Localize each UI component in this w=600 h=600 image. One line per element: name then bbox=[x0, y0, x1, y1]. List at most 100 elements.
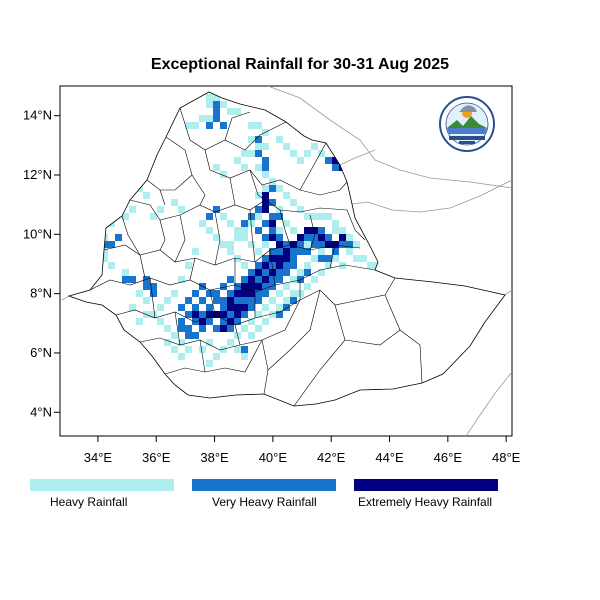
rainfall-cell bbox=[318, 213, 325, 220]
rainfall-cell bbox=[304, 227, 311, 234]
rainfall-cell bbox=[318, 255, 325, 262]
rainfall-cell bbox=[206, 290, 213, 297]
rainfall-cell bbox=[241, 297, 248, 304]
x-tick-label: 42°E bbox=[317, 450, 346, 465]
y-tick-label: 4°N bbox=[30, 404, 52, 419]
x-tick-label: 40°E bbox=[259, 450, 288, 465]
rainfall-cell bbox=[108, 241, 115, 248]
rainfall-cell bbox=[185, 311, 192, 318]
rainfall-cell bbox=[185, 122, 192, 129]
rainfall-cell bbox=[255, 269, 262, 276]
rainfall-cell bbox=[178, 206, 185, 213]
rainfall-cell bbox=[206, 318, 213, 325]
rainfall-cell bbox=[234, 283, 241, 290]
rainfall-cell bbox=[276, 241, 283, 248]
rainfall-cell bbox=[115, 234, 122, 241]
rainfall-cell bbox=[255, 122, 262, 129]
rainfall-cell bbox=[220, 171, 227, 178]
rainfall-cell bbox=[213, 297, 220, 304]
rainfall-cell bbox=[241, 150, 248, 157]
rainfall-cell bbox=[297, 234, 304, 241]
rainfall-cell bbox=[255, 283, 262, 290]
legend-label: Extremely Heavy Rainfall bbox=[358, 495, 492, 509]
rainfall-cell bbox=[318, 241, 325, 248]
rainfall-cell bbox=[311, 143, 318, 150]
rainfall-cell bbox=[255, 311, 262, 318]
rainfall-cell bbox=[325, 234, 332, 241]
rainfall-cell bbox=[101, 248, 108, 255]
rainfall-cell bbox=[262, 220, 269, 227]
rainfall-cell bbox=[269, 248, 276, 255]
x-tick-label: 34°E bbox=[84, 450, 113, 465]
rainfall-cell bbox=[311, 227, 318, 234]
rainfall-cell bbox=[199, 220, 206, 227]
rainfall-cell bbox=[346, 248, 353, 255]
rainfall-cell bbox=[227, 220, 234, 227]
rainfall-cell bbox=[213, 108, 220, 115]
rainfall-cell bbox=[220, 241, 227, 248]
rainfall-cell bbox=[255, 136, 262, 143]
rainfall-cell bbox=[220, 101, 227, 108]
rainfall-cell bbox=[192, 318, 199, 325]
rainfall-cell bbox=[248, 220, 255, 227]
rainfall-cell bbox=[164, 297, 171, 304]
rainfall-cell bbox=[241, 353, 248, 360]
y-tick-label: 10°N bbox=[23, 226, 52, 241]
rainfall-cell bbox=[269, 311, 276, 318]
rainfall-cell bbox=[262, 143, 269, 150]
rainfall-cell bbox=[276, 185, 283, 192]
rainfall-cell bbox=[178, 353, 185, 360]
rainfall-cell bbox=[339, 227, 346, 234]
rainfall-cell bbox=[276, 269, 283, 276]
rainfall-cell bbox=[192, 332, 199, 339]
legend-swatch bbox=[354, 479, 498, 491]
rainfall-cell bbox=[262, 171, 269, 178]
rainfall-cell bbox=[297, 157, 304, 164]
rainfall-cell bbox=[290, 297, 297, 304]
rainfall-cell bbox=[339, 241, 346, 248]
rainfall-cell bbox=[283, 255, 290, 262]
rainfall-cell bbox=[150, 311, 157, 318]
y-tick-label: 14°N bbox=[23, 108, 52, 123]
rainfall-cell bbox=[227, 248, 234, 255]
rainfall-cell bbox=[318, 227, 325, 234]
rainfall-cell bbox=[234, 290, 241, 297]
rainfall-cell bbox=[213, 311, 220, 318]
rainfall-cell bbox=[297, 269, 304, 276]
rainfall-cell bbox=[248, 213, 255, 220]
rainfall-cell bbox=[262, 185, 269, 192]
rainfall-cell bbox=[283, 220, 290, 227]
rainfall-cell bbox=[192, 290, 199, 297]
rainfall-cell bbox=[136, 318, 143, 325]
rainfall-cell bbox=[276, 248, 283, 255]
rainfall-cell bbox=[234, 157, 241, 164]
rainfall-cell bbox=[325, 255, 332, 262]
rainfall-cell bbox=[206, 213, 213, 220]
rainfall-cell bbox=[206, 304, 213, 311]
x-axis: 34°E 36°E 38°E 40°E 42°E 44°E 46°E 48°E bbox=[84, 436, 521, 465]
rainfall-cell bbox=[297, 248, 304, 255]
rainfall-cell bbox=[227, 290, 234, 297]
rainfall-cell bbox=[227, 108, 234, 115]
rainfall-cell bbox=[171, 332, 178, 339]
rainfall-cell bbox=[332, 255, 339, 262]
rainfall-cell bbox=[234, 297, 241, 304]
rainfall-cell bbox=[185, 297, 192, 304]
rainfall-cell bbox=[262, 276, 269, 283]
rainfall-cell bbox=[220, 325, 227, 332]
rainfall-cell bbox=[290, 241, 297, 248]
rainfall-cell bbox=[304, 234, 311, 241]
rainfall-cell bbox=[150, 283, 157, 290]
rainfall-cell bbox=[332, 164, 339, 171]
rainfall-cell bbox=[283, 143, 290, 150]
x-tick-label: 36°E bbox=[142, 450, 171, 465]
rainfall-cell bbox=[192, 122, 199, 129]
rainfall-cell bbox=[276, 290, 283, 297]
x-tick-label: 44°E bbox=[375, 450, 404, 465]
rainfall-cell bbox=[220, 318, 227, 325]
rainfall-cell bbox=[241, 325, 248, 332]
legend-swatch bbox=[30, 479, 174, 491]
rainfall-cell bbox=[255, 290, 262, 297]
rainfall-cell bbox=[325, 262, 332, 269]
